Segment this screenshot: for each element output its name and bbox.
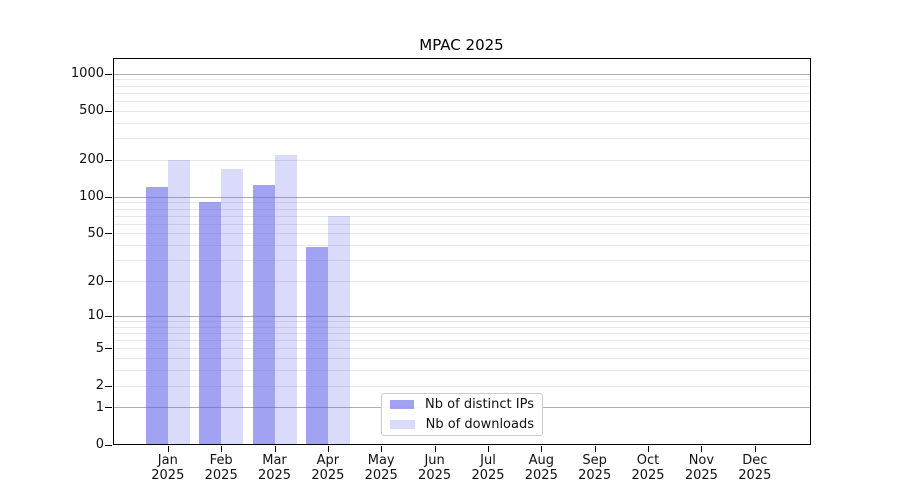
gridline-minor <box>112 79 811 81</box>
gridline-minor <box>112 260 811 262</box>
x-tick-label: Feb 2025 <box>204 452 238 483</box>
gridline-minor <box>112 215 811 217</box>
x-tick-mark <box>327 445 329 452</box>
gridline-minor <box>112 92 811 94</box>
bar-nb-of-downloads-apr <box>327 216 350 445</box>
y-tick-label: 500 <box>79 103 104 119</box>
gridline-minor <box>112 159 811 161</box>
legend-label-distinct-ips: Nb of distinct IPs <box>425 397 534 412</box>
gridline-minor <box>112 245 811 247</box>
y-tick-mark <box>105 233 112 235</box>
x-tick-label: Mar 2025 <box>257 452 292 483</box>
bar-nb-of-downloads-feb <box>221 169 244 445</box>
x-tick-label: Apr 2025 <box>311 452 345 483</box>
gridline-major <box>112 315 811 317</box>
gridline-minor <box>112 85 811 87</box>
y-tick-mark <box>105 110 112 112</box>
x-tick-mark <box>541 445 543 452</box>
x-tick-mark <box>754 445 756 452</box>
legend-item-distinct-ips: Nb of distinct IPs <box>390 396 534 413</box>
gridline-major <box>112 196 811 198</box>
gridline-minor <box>112 370 811 372</box>
x-tick-label: Nov 2025 <box>684 452 718 483</box>
gridline-minor <box>112 110 811 112</box>
legend-label-downloads: Nb of downloads <box>425 417 534 432</box>
gridline-minor <box>112 326 811 328</box>
x-tick-label: Oct 2025 <box>631 452 665 483</box>
x-tick-label: Aug 2025 <box>524 452 558 483</box>
x-tick-mark <box>648 445 649 452</box>
plot-area <box>112 57 811 445</box>
gridline-minor <box>112 358 811 360</box>
gridline-minor <box>112 138 811 140</box>
y-tick-label: 10 <box>87 308 104 324</box>
x-tick-mark <box>381 445 383 452</box>
x-tick-mark <box>488 445 489 452</box>
y-tick-label: 2 <box>95 378 104 393</box>
chart-title: MPAC 2025 <box>419 36 504 54</box>
x-tick-mark <box>167 445 169 452</box>
gridline-minor <box>112 233 811 235</box>
y-tick-label: 20 <box>87 273 104 289</box>
gridline-minor <box>112 101 811 102</box>
y-tick-mark <box>105 385 112 387</box>
bar-nb-of-downloads-jan <box>167 159 190 445</box>
bar-nb-of-distinct-ips-mar <box>252 185 275 445</box>
x-tick-label: Jul 2025 <box>471 452 505 483</box>
gridline-minor <box>112 348 811 350</box>
gridline-major <box>112 73 811 75</box>
x-tick-mark <box>434 445 436 452</box>
gridline-minor <box>112 320 811 322</box>
legend-swatch-distinct-ips <box>390 400 415 409</box>
legend-item-downloads: Nb of downloads <box>390 416 534 433</box>
bar-nb-of-distinct-ips-jan <box>145 187 168 445</box>
y-tick-label: 1 <box>95 399 104 415</box>
y-tick-mark <box>105 444 112 446</box>
gridline-minor <box>112 223 811 225</box>
y-tick-label: 200 <box>79 152 104 168</box>
x-tick-label: Dec 2025 <box>738 452 772 483</box>
bar-nb-of-distinct-ips-feb <box>199 201 222 445</box>
x-tick-mark <box>701 445 703 452</box>
gridline-minor <box>112 385 811 387</box>
x-tick-label: Jan 2025 <box>151 452 185 483</box>
y-tick-label: 100 <box>79 189 104 205</box>
gridline-minor <box>112 332 811 334</box>
x-tick-mark <box>221 445 223 452</box>
gridline-minor <box>112 202 811 204</box>
y-tick-label: 50 <box>87 225 104 241</box>
y-tick-label: 1000 <box>70 66 104 82</box>
y-tick-mark <box>105 196 112 198</box>
gridline-minor <box>112 208 811 210</box>
y-tick-mark <box>105 348 112 350</box>
x-tick-label: May 2025 <box>364 452 398 483</box>
x-tick-mark <box>274 445 276 452</box>
x-tick-mark <box>594 445 596 452</box>
y-tick-mark <box>105 281 112 283</box>
bar-nb-of-downloads-mar <box>274 154 297 445</box>
legend-swatch-downloads <box>390 420 415 429</box>
gridline-minor <box>112 281 811 283</box>
bar-nb-of-distinct-ips-apr <box>305 246 328 445</box>
gridline-minor <box>112 122 811 124</box>
gridline-minor <box>112 340 811 341</box>
x-tick-label: Sep 2025 <box>578 452 612 483</box>
legend: Nb of distinct IPs Nb of downloads <box>381 393 543 436</box>
y-tick-label: 5 <box>95 340 104 356</box>
y-tick-label: 0 <box>95 437 104 452</box>
y-tick-mark <box>105 315 112 317</box>
y-tick-mark <box>105 407 112 409</box>
y-tick-mark <box>105 73 112 75</box>
x-tick-label: Jun 2025 <box>418 452 452 483</box>
y-tick-mark <box>105 159 112 161</box>
